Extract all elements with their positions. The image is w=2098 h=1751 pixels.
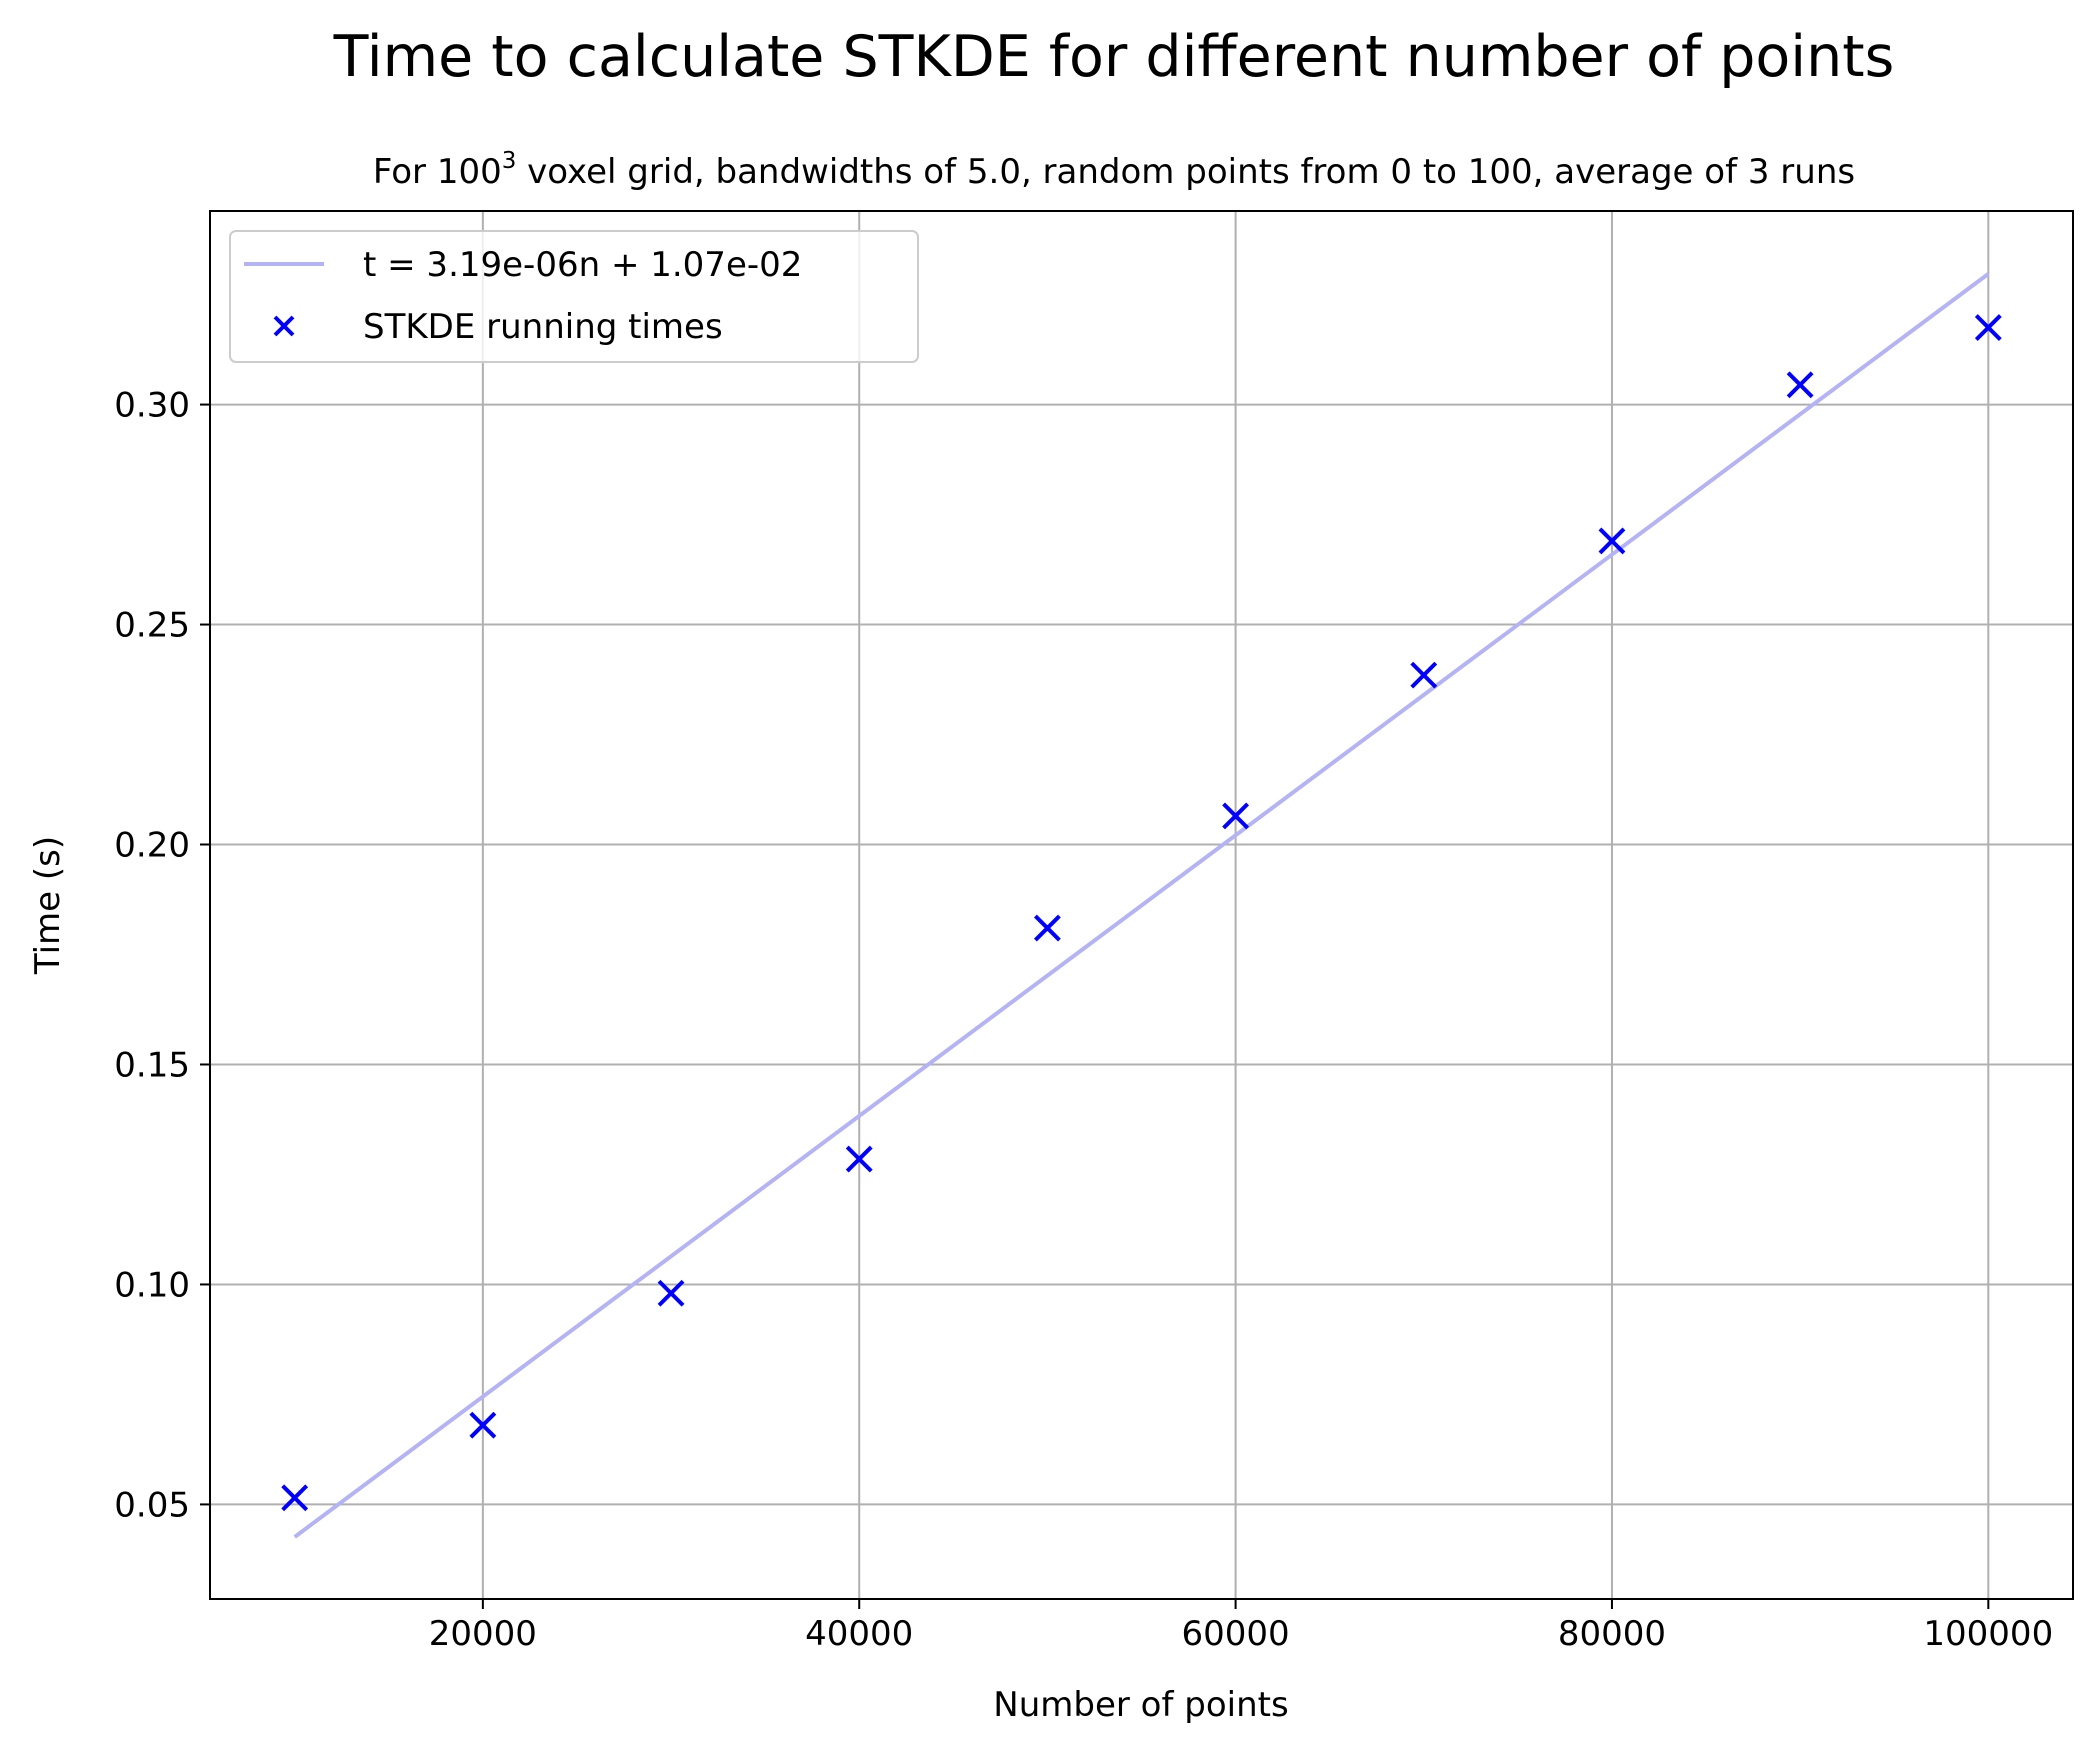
marker-stroke: [1786, 371, 1814, 399]
y-tick-label: 0.15: [114, 1045, 190, 1085]
x-tick-label: 20000: [429, 1614, 537, 1654]
legend-box: [229, 230, 919, 363]
y-axis-label: Time (s): [28, 836, 68, 975]
data-point-marker: [1786, 371, 1814, 399]
legend: t = 3.19e-06n + 1.07e-02 STKDE running t…: [229, 230, 919, 363]
plot-frame: [209, 210, 2074, 1600]
y-tick-label: 0.05: [114, 1485, 190, 1525]
plot-series: [281, 272, 2002, 1539]
subtitle-suffix: voxel grid, bandwidths of 5.0, random po…: [516, 152, 1855, 192]
data-point-marker: [1974, 314, 2002, 341]
data-point-marker: [469, 1411, 497, 1439]
data-point-marker: [1222, 802, 1250, 830]
data-point-marker: [1598, 527, 1626, 555]
subtitle-prefix: For 100: [373, 152, 502, 192]
legend-label-fit: t = 3.19e-06n + 1.07e-02: [363, 245, 802, 285]
x-tick-label: 40000: [805, 1614, 913, 1654]
legend-label-scatter: STKDE running times: [363, 307, 723, 347]
y-tick-label: 0.10: [114, 1265, 190, 1305]
y-tick-label: 0.20: [114, 826, 190, 866]
subtitle-superscript: 3: [502, 148, 517, 174]
marker-stroke: [1598, 527, 1626, 555]
data-point-marker: [281, 1484, 309, 1512]
y-tick-label: 0.25: [114, 606, 190, 646]
y-tick-label: 0.30: [114, 386, 190, 426]
marker-stroke: [845, 1145, 873, 1173]
data-point-marker: [1410, 661, 1438, 689]
data-point-marker: [657, 1279, 685, 1307]
marker-stroke: [469, 1411, 497, 1439]
legend-marker-swatch: [273, 315, 295, 337]
grid: [210, 211, 2073, 1599]
marker-stroke: [1033, 914, 1061, 942]
marker-stroke: [1410, 661, 1438, 689]
marker-stroke: [1222, 802, 1250, 830]
data-point-marker: [1033, 914, 1061, 942]
data-point-marker: [845, 1145, 873, 1173]
x-tick-label: 80000: [1558, 1614, 1666, 1654]
marker-stroke: [657, 1279, 685, 1307]
axis-ticks: 20000 40000 60000 80000 100000 0.05 0.10 0.15 0.…: [114, 386, 2053, 1654]
marker-stroke: [281, 1484, 309, 1512]
marker-stroke: [1974, 314, 2002, 341]
fit-line: [293, 272, 1990, 1539]
x-tick-label: 60000: [1182, 1614, 1290, 1654]
x-axis-label: Number of points: [993, 1685, 1288, 1725]
chart-subtitle: For 1003 voxel grid, bandwidths of 5.0, …: [373, 148, 1855, 192]
x-tick-label: 100000: [1923, 1614, 2053, 1654]
chart-title: Time to calculate STKDE for different nu…: [333, 24, 1895, 90]
